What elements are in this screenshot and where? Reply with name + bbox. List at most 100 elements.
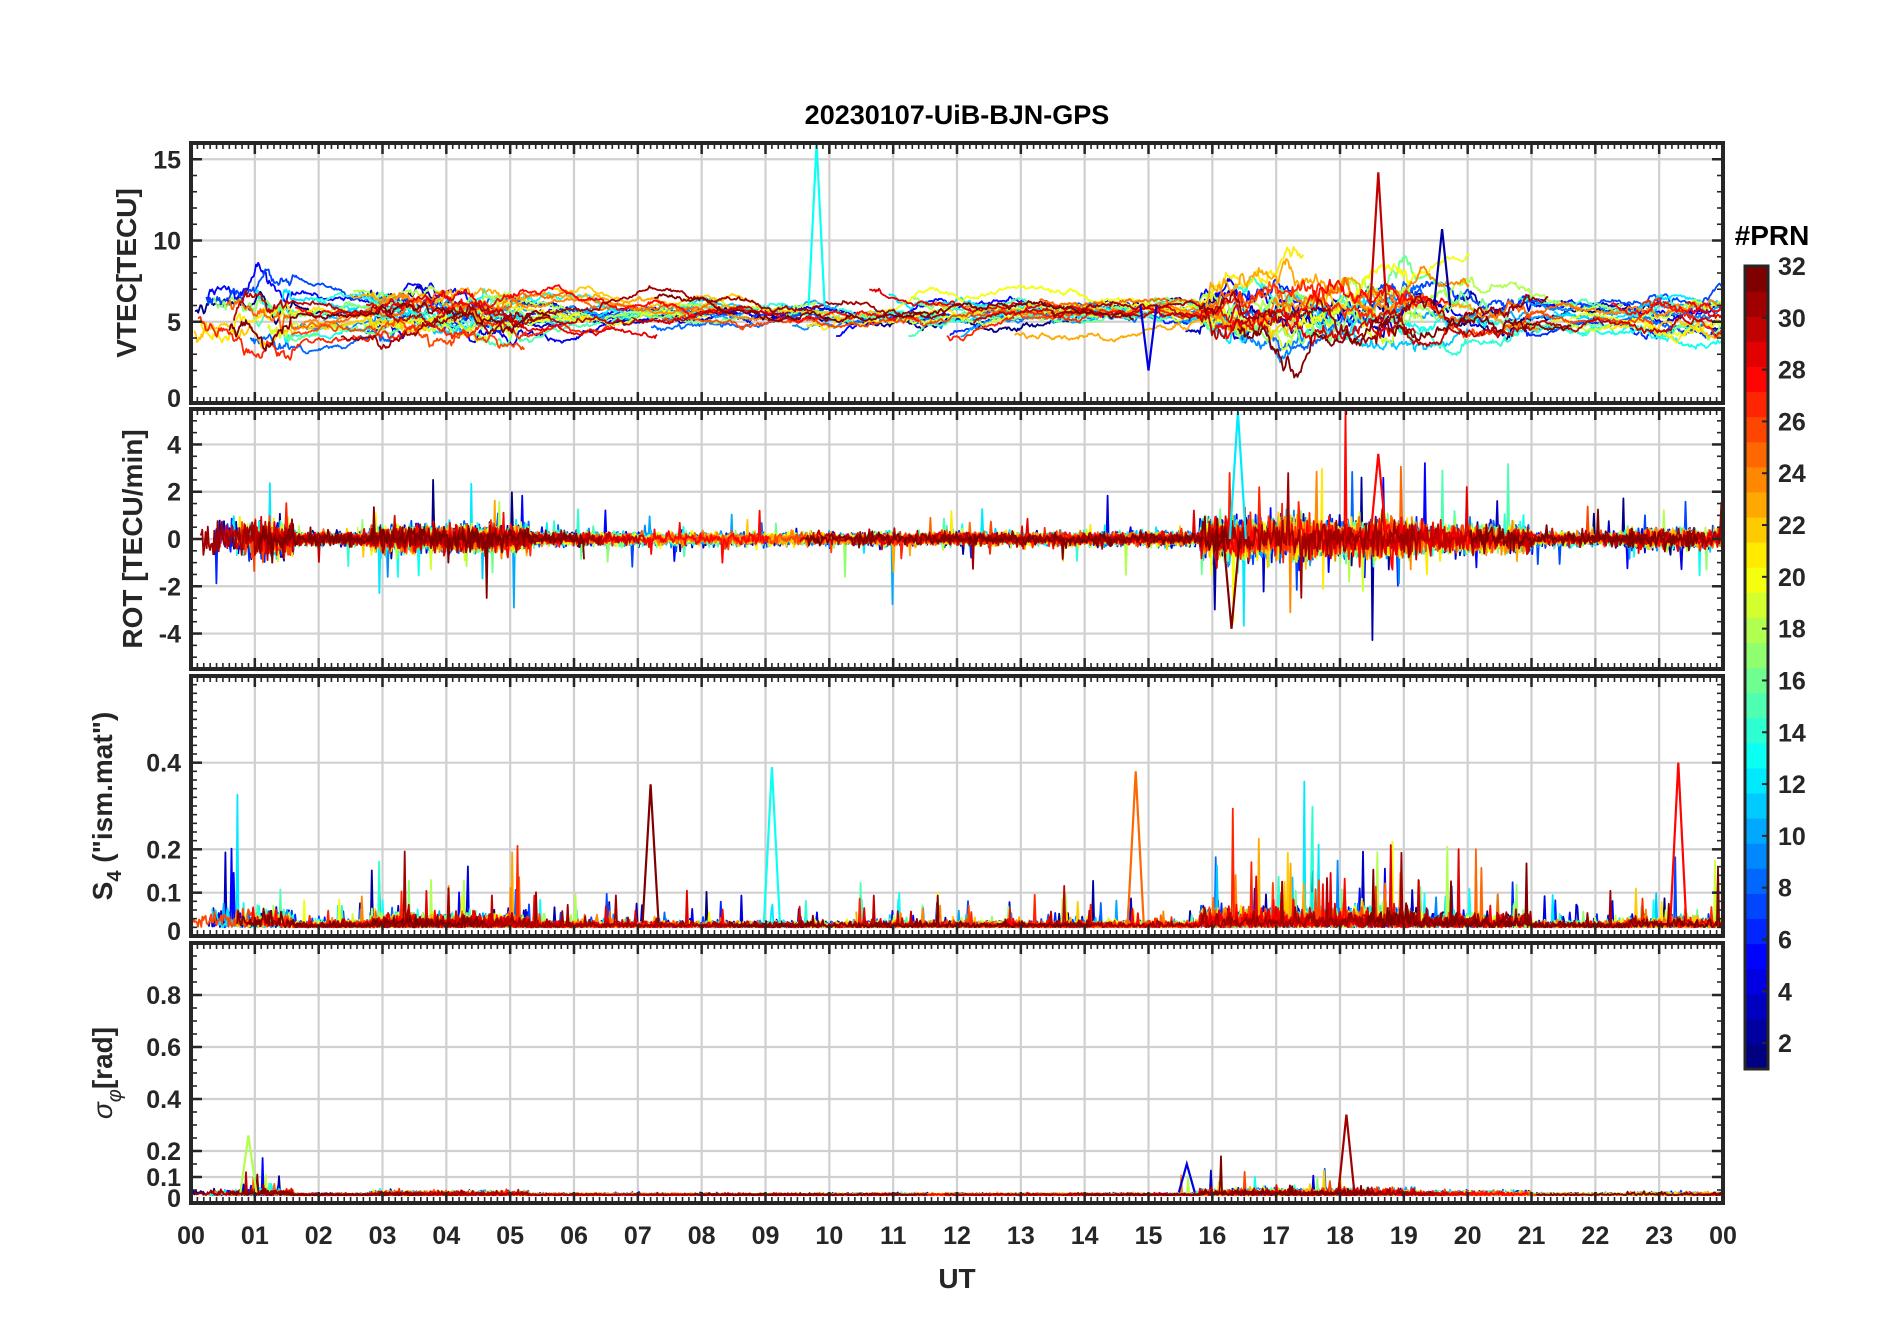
y-tick-label: 0.8: [146, 982, 181, 1010]
y-tick-label: 0.4: [146, 1086, 181, 1114]
colorbar-tick-label: 16: [1778, 667, 1806, 695]
x-tick-labels: 00 01 02 03 04 05 06 07 08 09 10 11 12 13 14 15 16 17 18 19…: [177, 1222, 1737, 1250]
colorbar-segment: [1745, 1043, 1768, 1070]
x-tick-label: 00: [177, 1222, 205, 1250]
panel-s4-series: [191, 762, 1723, 929]
panel-rot: -4 -2 0 2 4 ROT [TECU/min]: [117, 407, 1725, 671]
y-tick-label: 0: [167, 1185, 181, 1213]
colorbar-segment: [1745, 692, 1768, 719]
x-tick-label: 21: [1518, 1222, 1546, 1250]
series-peak-prn-4: [1139, 305, 1158, 371]
panel-s4-ytick-labels: 0 0.1 0.2 0.4: [146, 750, 181, 946]
series-peak-prn-4: [1177, 1159, 1196, 1193]
x-tick-label: 15: [1135, 1222, 1163, 1250]
x-tick-label: 00: [1709, 1222, 1737, 1250]
panel-sigma-phi-ylabel: σφ[rad]: [87, 1027, 126, 1119]
colorbar-tick-label: 24: [1778, 460, 1806, 488]
series-prn-28: [1610, 301, 1723, 318]
colorbar-tick-label: 22: [1778, 512, 1806, 540]
series-prn-32: [727, 894, 1092, 929]
colorbar-tick-label: 28: [1778, 357, 1806, 385]
series-prn-14: [657, 301, 1046, 319]
series-peak-prn-32: [1222, 538, 1241, 629]
series-prn-23: [1014, 258, 1540, 343]
panel-s4-frame: [189, 674, 1725, 938]
series-prn-32: [235, 907, 484, 929]
series-prn-31: [1050, 290, 1549, 345]
panel-sigma-phi-frame: [189, 941, 1725, 1205]
series-prn-32: [258, 506, 585, 599]
y-tick-label: -4: [159, 621, 181, 649]
y-tick-label: 0: [167, 526, 181, 554]
series-prn-20: [1569, 311, 1723, 337]
series-peak-prn-30: [1369, 172, 1388, 306]
panel-vtec: 0 5 10 15 VTEC[TECU]: [111, 141, 1725, 413]
panel-rot-frame: [189, 407, 1725, 671]
colorbar-segment: [1745, 893, 1768, 920]
colorbar-segment: [1745, 316, 1768, 342]
x-tick-label: 04: [432, 1222, 460, 1250]
colorbar-segment: [1745, 1018, 1768, 1045]
colorbar-tick-label: 10: [1778, 823, 1806, 851]
series-prn-32: [654, 293, 1135, 323]
series-prn-27: [1641, 297, 1723, 339]
colorbar-tick-label: 26: [1778, 408, 1806, 436]
colorbar-segment: [1745, 617, 1768, 644]
series-prn-32: [1366, 862, 1723, 929]
series-prn-30: [232, 289, 789, 329]
panel-vtec-frame: [189, 141, 1725, 405]
y-tick-label: 0: [167, 385, 181, 413]
y-tick-label: 5: [167, 309, 181, 337]
x-tick-label: 05: [496, 1222, 524, 1250]
colorbar-tick-label: 12: [1778, 771, 1806, 799]
colorbar-segment: [1745, 542, 1768, 568]
y-tick-label: 15: [153, 146, 181, 174]
panel-vtec-ylabel: VTEC[TECU]: [111, 188, 142, 358]
panel-s4-ylabel-sub: 4: [104, 870, 126, 882]
colorbar-segment: [1745, 567, 1768, 593]
x-tick-label: 20: [1454, 1222, 1482, 1250]
series-prn-14: [1231, 276, 1710, 356]
panel-rot-ylabel: ROT [TECU/min]: [117, 429, 148, 648]
x-tick-label: 08: [688, 1222, 716, 1250]
panel-s4-grid: [191, 676, 1723, 936]
series-prn-26: [649, 308, 1103, 331]
x-tick-label: 19: [1390, 1222, 1418, 1250]
series-prn-32: [1084, 1155, 1378, 1197]
y-tick-label: 2: [167, 479, 181, 507]
series-prn-32: [227, 1173, 424, 1197]
y-tick-label: 0.2: [146, 1138, 181, 1166]
y-tick-label: 10: [153, 228, 181, 256]
colorbar-tick-label: 20: [1778, 564, 1806, 592]
colorbar-segments: [1745, 266, 1768, 1070]
series-prn-26: [1443, 310, 1654, 339]
y-tick-label: 4: [167, 431, 181, 459]
x-tick-label: 06: [560, 1222, 588, 1250]
panel-rot-ytick-labels: -4 -2 0 2 4: [159, 431, 181, 648]
y-tick-label: 0.4: [146, 750, 181, 778]
y-tick-label: 0: [167, 918, 181, 946]
series-prn-29: [1685, 300, 1723, 319]
series-peak-prn-18: [239, 1135, 258, 1193]
colorbar-segment: [1745, 843, 1768, 869]
colorbar-tick-label: 30: [1778, 305, 1806, 333]
series-prn-24: [300, 292, 776, 327]
x-tick-label: 14: [1071, 1222, 1099, 1250]
x-tick-label: 17: [1262, 1222, 1290, 1250]
series-peak-prn-28: [1369, 453, 1388, 540]
x-tick-label: 03: [369, 1222, 397, 1250]
colorbar-segment: [1745, 968, 1768, 995]
panel-sigma-phi-ylabel-sub: φ: [104, 1089, 126, 1102]
x-tick-label: 10: [815, 1222, 843, 1250]
panel-rot-series: [199, 409, 1723, 641]
panel-sigma-phi-grid: [191, 943, 1723, 1203]
panel-s4-ylabel-rest: ("ism.mat"): [87, 712, 118, 871]
panel-sigma-phi-ylabel-main: σ: [87, 1101, 118, 1119]
y-tick-label: 0.1: [146, 880, 181, 908]
colorbar-tick-label: 14: [1778, 719, 1806, 747]
colorbar-segment: [1745, 341, 1768, 367]
x-tick-label: 18: [1326, 1222, 1354, 1250]
series-prn-32: [228, 301, 551, 352]
